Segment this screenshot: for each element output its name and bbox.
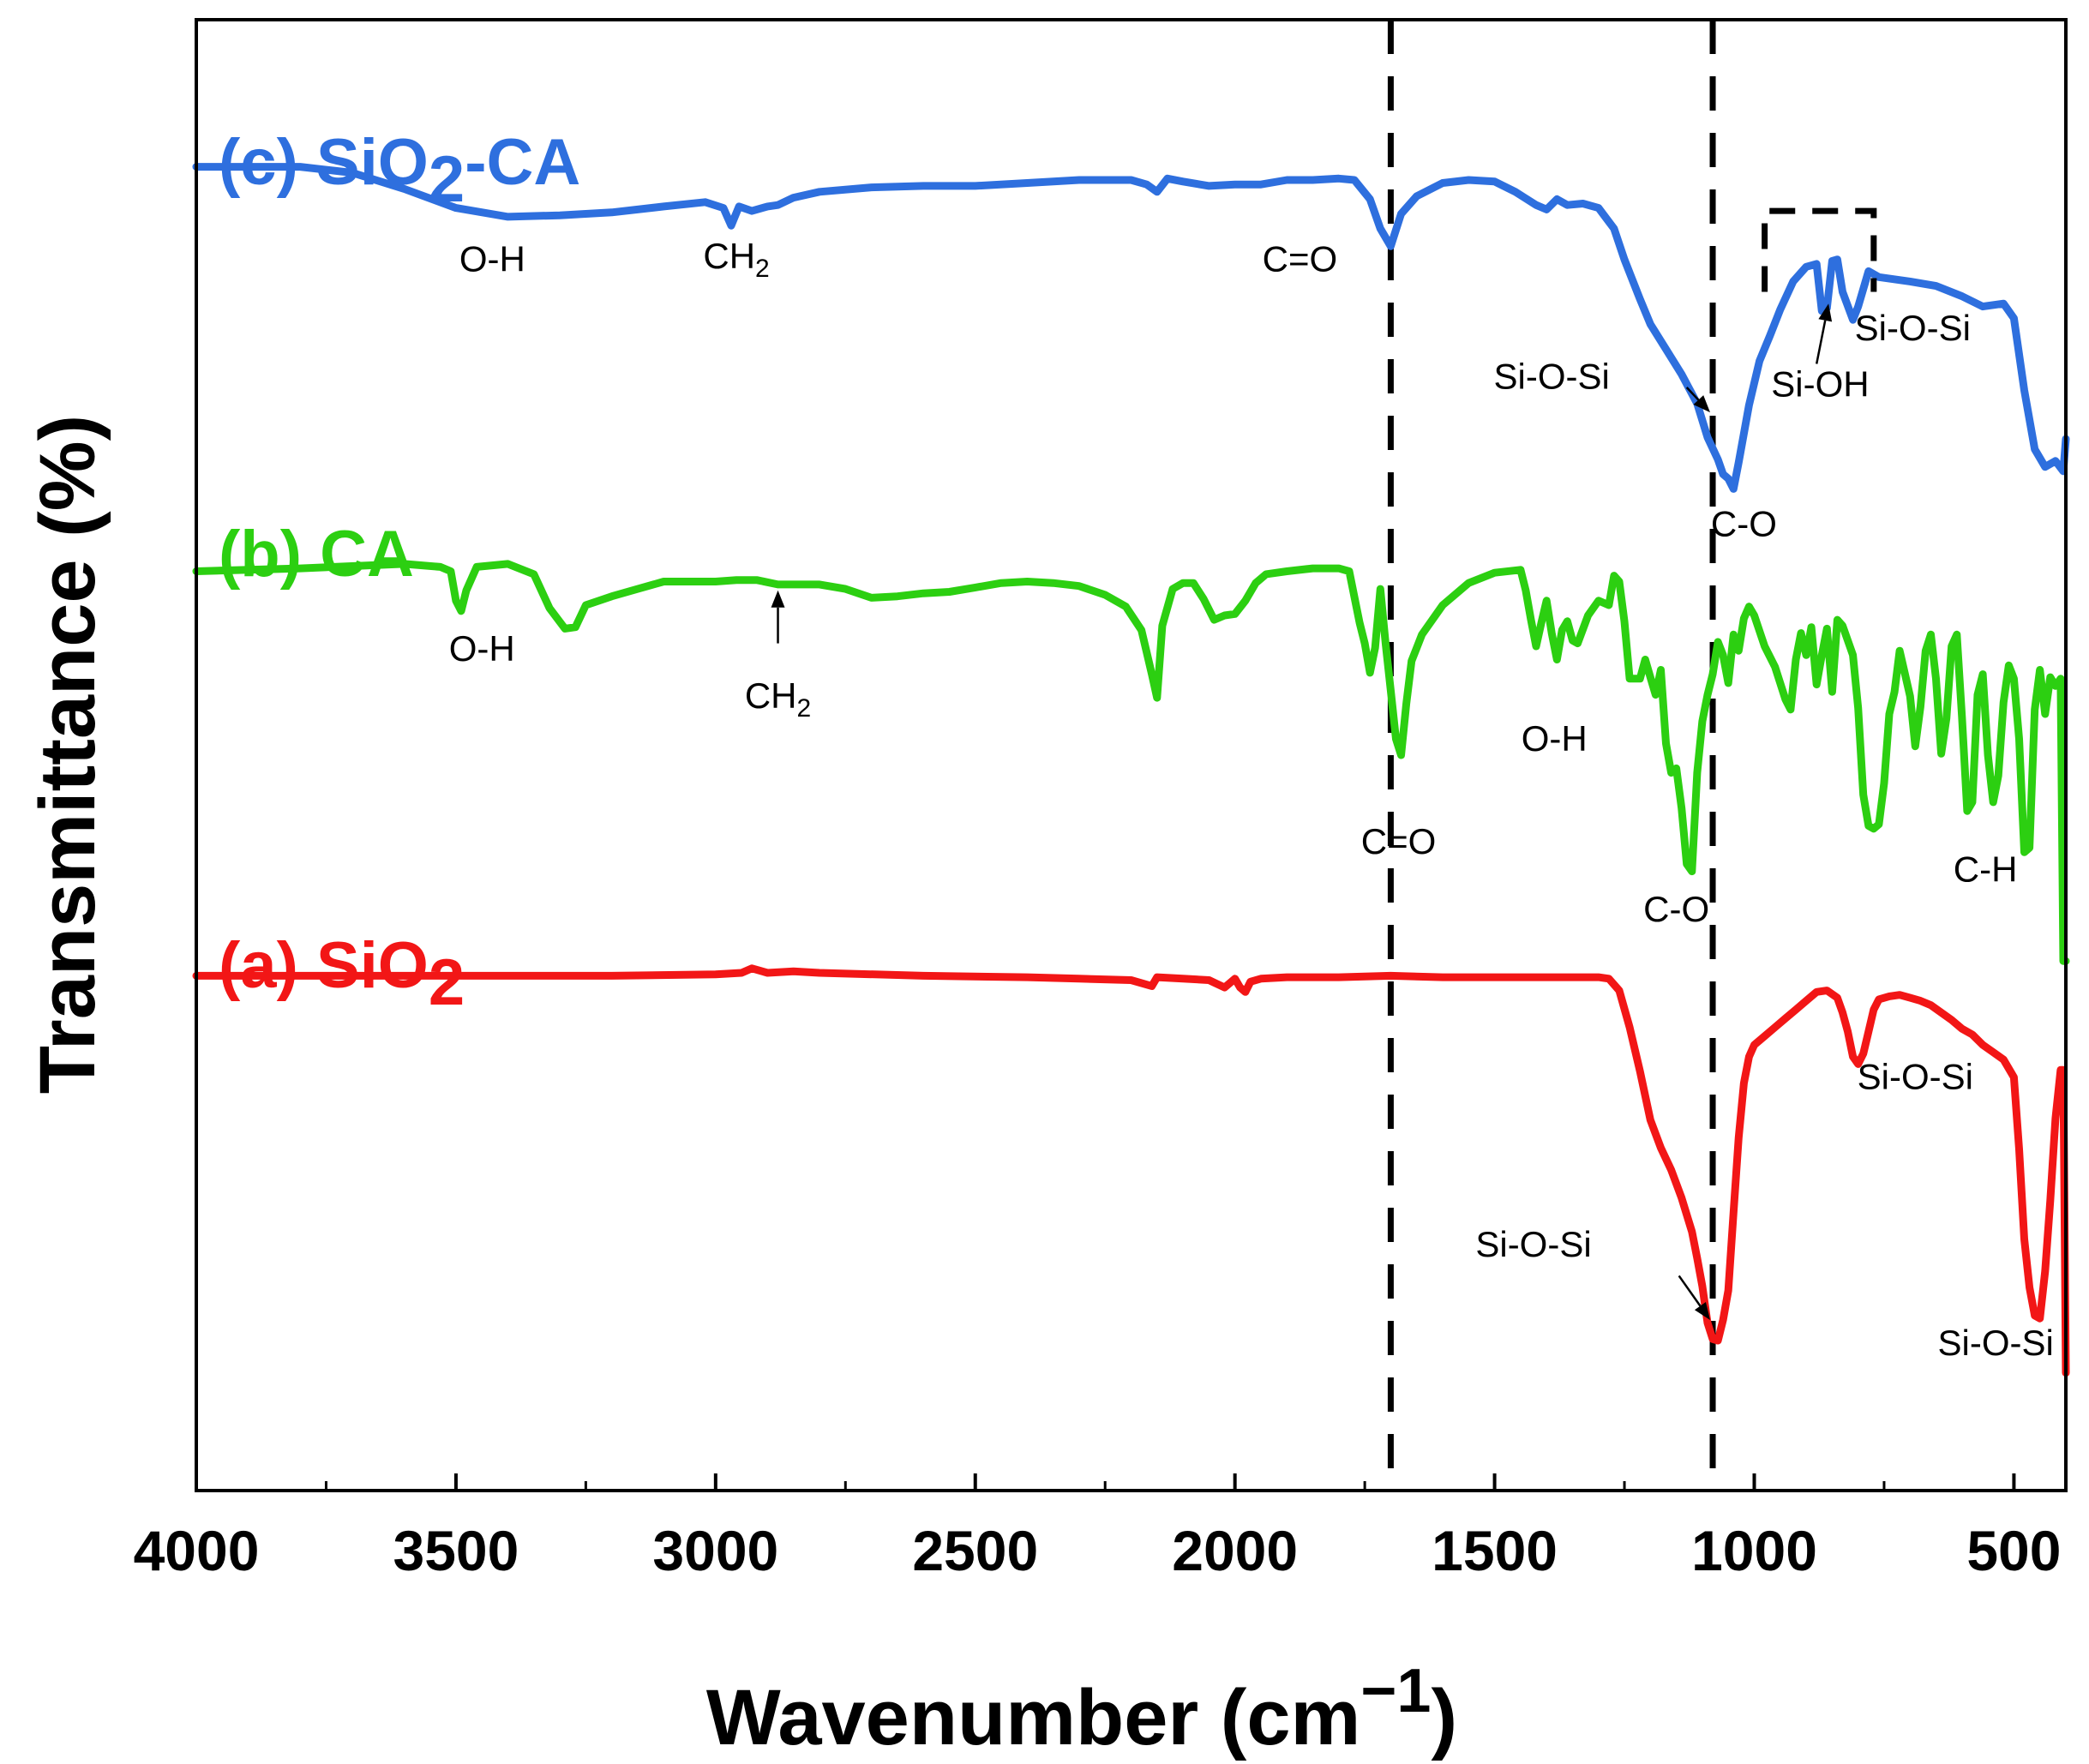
series-labels: (c) SiO2-CA(b) CA(a) SiO2 (219, 126, 580, 1019)
series-label-subscript: 2 (429, 143, 465, 216)
series-label-a-sio2: (a) SiO2 (219, 929, 465, 1019)
series-label-b-ca: (b) CA (219, 518, 414, 591)
peak-label-c-o: C-O (1643, 889, 1709, 929)
x-axis-title-main: Wavenumber (cm (706, 1674, 1360, 1761)
peak-label-text: O-H (459, 238, 525, 279)
annotation-boxes (1762, 207, 1877, 292)
x-tick-label-3500: 3500 (393, 1519, 519, 1582)
x-tick-label-2500: 2500 (912, 1519, 1038, 1582)
x-tick-label-500: 500 (1966, 1519, 2061, 1582)
peak-label-si-o-si: Si-O-Si (1494, 357, 1610, 397)
peak-label-si-o-si: Si-O-Si (1475, 1224, 1591, 1264)
arrow-shaft-0 (1685, 387, 1700, 401)
plot-frame (195, 18, 2068, 1492)
series-label-suffix: -CA (465, 126, 580, 199)
peak-label-text: C=O (1361, 821, 1437, 861)
annotation-arrows (771, 303, 1833, 1320)
peak-label-o-h: O-H (459, 238, 525, 279)
peak-label-text: C-H (1954, 849, 2018, 890)
x-tick-label-1500: 1500 (1432, 1519, 1558, 1582)
arrow-head-3 (1694, 1301, 1711, 1320)
arrow-head-0 (1693, 395, 1711, 413)
peak-label-text: Si-O-Si (1475, 1224, 1591, 1264)
x-axis-title: Wavenumber (cm−1) (706, 1657, 1457, 1761)
arrow-head-2 (771, 590, 785, 608)
x-tick-label-1000: 1000 (1691, 1519, 1817, 1582)
highlight-box-0 (1762, 207, 1877, 292)
peak-label-si-o-si: Si-O-Si (1855, 308, 1971, 348)
peak-label-subscript: 2 (797, 694, 812, 723)
peak-label-c-o: C-O (1711, 503, 1777, 543)
peak-label-si-o-si: Si-O-Si (1938, 1323, 2054, 1363)
peak-label-text: C=O (1263, 238, 1338, 279)
arrow-shaft-3 (1678, 1275, 1702, 1307)
x-axis-ticks: 4000 3500 3000 2500 2000 1500 1000 500 (134, 1473, 2061, 1582)
series-label-main: (a) SiO (219, 929, 429, 1002)
peak-label-text: C-O (1711, 503, 1777, 543)
x-tick-label-4000: 4000 (134, 1519, 260, 1582)
series-layer (192, 163, 2070, 1377)
peak-label-ch: CH2 (703, 236, 769, 283)
arrow-head-1 (1818, 303, 1833, 322)
peak-label-c-h: C-H (1954, 849, 2018, 890)
peak-label-c-o: C=O (1361, 821, 1437, 861)
peak-label-text: Si-O-Si (1938, 1323, 2054, 1363)
peak-label-text: O-H (449, 628, 515, 669)
peak-label-c-o: C=O (1263, 238, 1338, 279)
peak-label-si-oh: Si-OH (1771, 363, 1869, 404)
peak-label-text: Si-O-Si (1858, 1057, 1973, 1097)
peak-label-text: Si-O-Si (1855, 308, 1971, 348)
reference-lines (1387, 20, 1716, 1491)
peak-label-ch: CH2 (745, 675, 811, 723)
series-label-subscript: 2 (429, 946, 465, 1019)
x-tick-label-3000: 3000 (652, 1519, 778, 1582)
series-line-c-sio2-ca (192, 163, 2070, 493)
peak-label-o-h: O-H (449, 628, 515, 669)
peak-label-text: CH (745, 675, 797, 716)
peak-label-o-h: O-H (1522, 718, 1588, 759)
peak-label-text: Si-O-Si (1494, 357, 1610, 397)
peak-label-si-o-si: Si-O-Si (1858, 1057, 1973, 1097)
peak-label-subscript: 2 (755, 255, 770, 283)
series-line-a-sio2 (192, 964, 2070, 1377)
x-axis-title-close: ) (1431, 1674, 1457, 1761)
x-tick-label-2000: 2000 (1172, 1519, 1298, 1582)
series-line-b-ca (192, 560, 2070, 965)
arrow-shaft-1 (1815, 320, 1827, 364)
series-label-c-sio2-ca: (c) SiO2-CA (219, 126, 580, 216)
series-label-main: (c) SiO (219, 126, 429, 199)
peak-annotations: O-H CH2 C=OSi-O-Si Si-OHSi-O-SiC-OO-HCH2C=O… (449, 236, 2054, 1363)
x-axis-title-exponent: −1 (1360, 1657, 1431, 1725)
y-axis-title: Transmittance (%) (24, 415, 111, 1094)
peak-label-text: CH (703, 236, 755, 276)
peak-label-text: C-O (1643, 889, 1709, 929)
peak-label-text: Si-OH (1771, 363, 1869, 404)
series-label-main: (b) CA (219, 518, 414, 591)
peak-label-text: O-H (1522, 718, 1588, 759)
